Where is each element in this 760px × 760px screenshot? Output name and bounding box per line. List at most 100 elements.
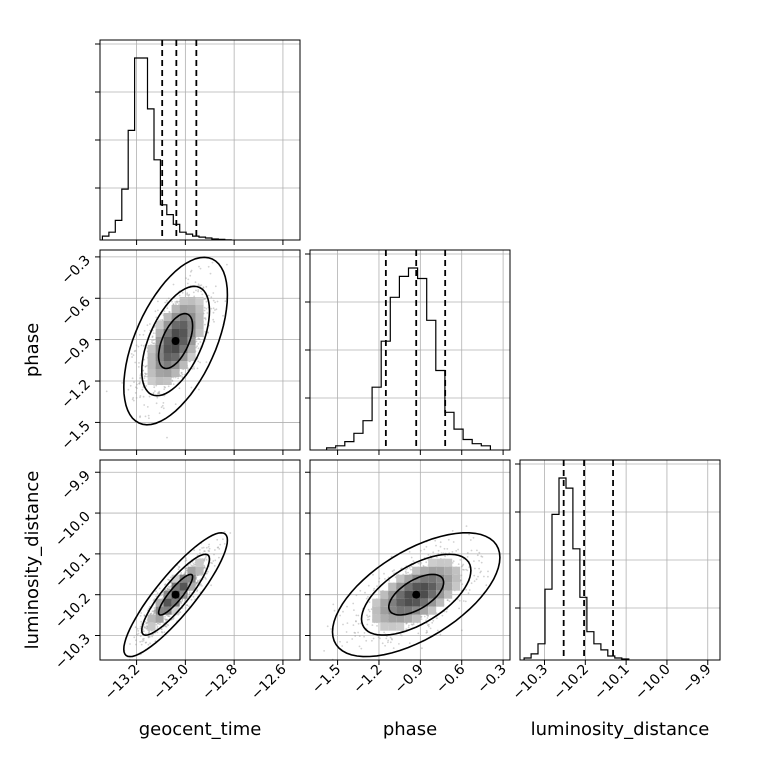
sample-point <box>168 615 171 618</box>
sample-point <box>146 364 148 367</box>
density-cell <box>155 614 164 623</box>
density-cell <box>404 606 413 615</box>
pair-panel-geocent_time-phase <box>105 256 229 439</box>
sample-point <box>168 588 171 591</box>
sample-point <box>183 599 186 601</box>
density-cell <box>444 582 453 591</box>
sample-point <box>157 392 159 395</box>
sample-point <box>195 582 198 585</box>
x-axis-title-phase: phase <box>383 719 437 740</box>
density-cell <box>187 345 196 353</box>
sample-point <box>145 373 147 376</box>
density-cell <box>404 598 413 607</box>
sample-point <box>207 545 210 548</box>
sample-point <box>176 301 179 304</box>
sample-point <box>210 296 213 299</box>
sample-point <box>156 622 159 625</box>
sample-point <box>132 396 135 399</box>
y-tick-label-phase-3: −0.6 <box>58 294 93 329</box>
sample-point <box>213 565 216 567</box>
y-tick-label-phase-0: −1.5 <box>58 418 93 453</box>
sample-point <box>140 344 143 347</box>
sample-point <box>466 552 469 554</box>
sample-point <box>368 610 371 613</box>
density-cell <box>396 622 405 631</box>
sample-point <box>195 289 197 292</box>
sample-point <box>158 587 161 590</box>
sample-point <box>151 341 153 344</box>
sample-point <box>121 382 124 384</box>
density-cell <box>452 582 461 591</box>
contour-level-0 <box>387 573 445 616</box>
sample-point <box>460 565 463 568</box>
density-cell <box>444 566 453 575</box>
sample-point <box>165 625 168 628</box>
sample-point <box>478 567 480 570</box>
sample-point <box>384 644 386 647</box>
sample-point <box>153 610 156 612</box>
sample-point <box>158 319 160 322</box>
density-cell <box>155 337 164 345</box>
density-cell <box>195 566 204 575</box>
sample-point <box>213 553 215 556</box>
sample-point <box>190 386 193 389</box>
sample-point <box>203 566 206 569</box>
sample-point <box>419 561 421 564</box>
density-cell <box>388 614 397 623</box>
y-axis-title-luminosity_distance: luminosity_distance <box>22 471 43 650</box>
sample-point <box>193 563 196 566</box>
sample-point <box>145 622 148 625</box>
sample-point <box>147 636 150 639</box>
sample-point <box>465 525 468 527</box>
sample-point <box>196 367 199 370</box>
sample-point <box>452 541 455 543</box>
sample-point <box>224 300 227 303</box>
density-cell <box>187 305 196 313</box>
sample-point <box>199 267 202 270</box>
density-cell <box>187 582 196 591</box>
density-cell <box>171 353 180 361</box>
sample-point <box>425 561 428 564</box>
sample-point <box>367 584 370 587</box>
sample-point <box>167 297 170 300</box>
sample-point <box>184 607 187 609</box>
sample-point <box>146 375 149 378</box>
sample-point <box>479 571 482 574</box>
density-cell <box>436 558 445 567</box>
sample-point <box>184 567 187 570</box>
sample-point <box>388 579 391 582</box>
sample-point <box>148 635 150 638</box>
sample-point <box>181 600 184 602</box>
sample-point <box>205 285 208 288</box>
x-tick-label-geocent_time-3: −12.6 <box>248 661 290 703</box>
x-tick-label-luminosity_distance-1: −10.2 <box>550 662 592 704</box>
sample-point <box>222 538 224 541</box>
sample-point <box>355 620 357 622</box>
sample-point <box>152 392 155 395</box>
sample-point <box>168 588 171 591</box>
sample-point <box>151 339 154 342</box>
sample-point <box>203 566 206 569</box>
sample-point <box>152 342 155 345</box>
panel-frame-2-1 <box>309 459 511 661</box>
sample-point <box>443 547 446 550</box>
sample-point <box>441 614 444 617</box>
sample-point <box>192 562 195 565</box>
sample-point <box>138 362 140 364</box>
sample-point <box>152 391 155 394</box>
sample-point <box>444 555 446 558</box>
sample-point <box>465 568 467 571</box>
sample-point <box>190 564 193 567</box>
sample-point <box>383 572 385 575</box>
sample-point <box>150 612 153 615</box>
sample-point <box>186 292 189 295</box>
sample-point <box>156 396 159 399</box>
sample-point <box>405 622 408 625</box>
sample-point <box>152 599 155 601</box>
sample-point <box>480 570 482 573</box>
sample-point <box>124 665 126 667</box>
sample-point <box>193 367 196 370</box>
sample-point <box>143 615 146 617</box>
sample-point <box>139 395 142 397</box>
sample-point <box>405 568 407 571</box>
